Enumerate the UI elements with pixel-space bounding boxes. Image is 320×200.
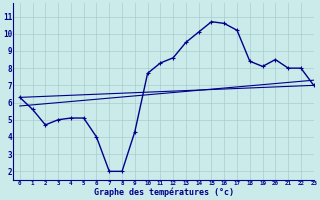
X-axis label: Graphe des températures (°c): Graphe des températures (°c) [93,188,234,197]
